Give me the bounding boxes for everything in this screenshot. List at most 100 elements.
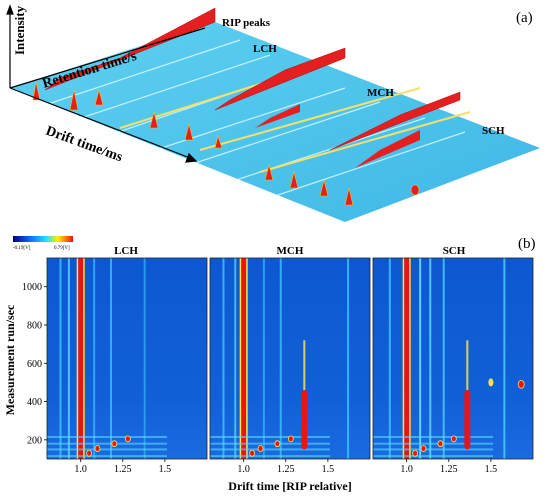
low-band	[47, 442, 167, 445]
secondary-ridge-mch	[255, 104, 300, 128]
heatmap-panel-sch	[372, 257, 534, 460]
signal-spot	[94, 445, 101, 452]
signal-streak	[429, 258, 432, 459]
y-tick-label: 1000	[22, 282, 42, 293]
signal-spot	[517, 379, 525, 389]
low-band	[210, 435, 330, 438]
low-band	[373, 448, 493, 451]
rip-line-edge	[409, 258, 411, 459]
signal-streak	[143, 258, 146, 459]
3d-axes	[6, 4, 206, 163]
signal-streak	[59, 258, 62, 459]
annotation-lch: LCH	[253, 43, 277, 55]
signal-streak	[279, 258, 282, 459]
x-tick-label: 1.25	[440, 464, 458, 475]
low-band	[47, 435, 167, 438]
panel-label-b: (b)	[518, 236, 536, 252]
signal-streak	[262, 258, 265, 459]
rip-line	[404, 258, 410, 459]
heatmap-title-sch: SCH	[443, 245, 466, 257]
low-band	[373, 435, 493, 438]
x-tick-label: 1.25	[114, 464, 132, 475]
heatmap-frame	[372, 257, 534, 460]
signal-spot	[450, 435, 457, 443]
signal-streak	[442, 258, 445, 459]
heatmap-background	[47, 258, 207, 459]
signal-spot	[257, 445, 264, 452]
low-band	[210, 455, 330, 458]
low-band	[210, 442, 330, 445]
x-axis-label: Drift time/ms	[44, 124, 125, 166]
signal-streak	[93, 258, 96, 459]
rip-peak-wall-sch	[329, 91, 461, 151]
signal-streak	[388, 258, 391, 459]
x-tick-label: 1.5	[159, 464, 172, 475]
x-tick-label: 1.0	[237, 464, 250, 475]
secondary-ridge-sch	[355, 130, 420, 168]
x-tick-label: 1.5	[322, 464, 335, 475]
signal-streak	[503, 258, 506, 459]
rip-line-edge	[83, 258, 85, 459]
heatmap-background	[210, 258, 370, 459]
signal-spot	[412, 449, 419, 457]
colorbar-max-label: 0.79[V]	[54, 246, 70, 251]
rip-line	[241, 258, 247, 459]
signal-streak	[222, 258, 225, 459]
topographic-plot-svg: Intensity Retention time/s Drift time/ms…	[6, 4, 540, 222]
signal-spot	[124, 435, 131, 443]
heatmap-background	[373, 258, 533, 459]
x-tick-label: 1.5	[485, 464, 498, 475]
signal-band	[301, 390, 308, 450]
low-band	[47, 455, 167, 458]
y-tick-label: 400	[27, 397, 42, 408]
signal-streak	[347, 258, 350, 459]
signal-streak	[67, 258, 70, 459]
x-tick-label: 1.0	[74, 464, 87, 475]
signal-spot	[274, 440, 281, 448]
y-axis-title: Measurement run/sec	[3, 304, 17, 415]
signal-spot	[420, 445, 427, 452]
heatmap-frame	[46, 257, 208, 460]
colorbar	[13, 236, 73, 242]
x-tick-label: 1.0	[400, 464, 413, 475]
rip-line-edge	[239, 258, 242, 459]
signal-streak	[303, 340, 306, 391]
panel-a-3d-plot: Intensity Retention time/s Drift time/ms…	[0, 0, 550, 228]
low-band	[373, 442, 493, 445]
panel-label-a: (a)	[516, 10, 533, 26]
low-band	[210, 448, 330, 451]
annotation-rip-peaks: RIP peaks	[222, 17, 271, 29]
heatmap-panels	[46, 257, 534, 460]
rip-line	[78, 258, 84, 459]
rip-line-edge	[76, 258, 79, 459]
signal-spot	[287, 435, 294, 443]
signal-spot	[249, 449, 256, 457]
signal-streak	[419, 258, 422, 459]
z-axis-label: Intensity	[12, 5, 27, 55]
y-tick-label: 600	[27, 359, 42, 370]
heatmap-svg: -0.19[V] 0.79[V] (b) LCH MCH SCH 200 400 6…	[3, 236, 536, 493]
y-axis: 200 400 600 800 1000	[22, 282, 47, 446]
small-peaks	[32, 81, 420, 206]
low-band	[47, 448, 167, 451]
signal-band	[464, 390, 471, 450]
annotation-mch: MCH	[367, 87, 394, 99]
signal-streak	[110, 258, 112, 459]
signal-streak	[466, 340, 469, 391]
heatmap-frame	[209, 257, 371, 460]
heatmap-panel-mch	[209, 257, 371, 460]
x-tick-label: 1.25	[277, 464, 295, 475]
rip-line-edge	[246, 258, 248, 459]
signal-spot	[111, 440, 118, 448]
heatmap-panel-lch	[46, 257, 208, 460]
rip-line-edge	[402, 258, 405, 459]
signal-spot	[86, 449, 93, 457]
x-axis: 1.0 1.25 1.5 1.0 1.25 1.5 1.0 1.25 1.5	[74, 459, 497, 475]
heatmap-title-lch: LCH	[114, 245, 138, 257]
y-tick-label: 200	[27, 435, 42, 446]
heatmap-title-mch: MCH	[277, 245, 304, 257]
panel-b-heatmaps: -0.19[V] 0.79[V] (b) LCH MCH SCH 200 400 6…	[0, 228, 550, 497]
signal-spot	[488, 378, 494, 387]
x-axis-title: Drift time [RIP relative]	[228, 479, 351, 493]
rip-peak-wall-mch	[214, 47, 346, 111]
